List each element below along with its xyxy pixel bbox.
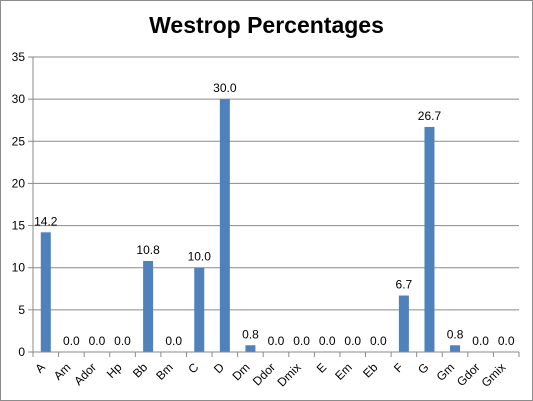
data-label: 0.0 (63, 334, 80, 348)
y-axis-tick-labels: 0 5 10 15 20 25 30 35 (12, 50, 33, 359)
data-label: 0.0 (472, 334, 489, 348)
y-tick-label: 5 (18, 303, 25, 317)
chart-title: Westrop Percentages (149, 12, 384, 38)
bar (450, 345, 461, 352)
bar (194, 267, 205, 352)
x-tick-label: Hp (104, 360, 125, 381)
data-label: 0.0 (89, 334, 106, 348)
data-label: 6.7 (396, 278, 413, 292)
x-tick-label: Gm (434, 360, 458, 384)
x-tick-label: G (415, 360, 432, 377)
x-tick-label: Ddor (250, 360, 278, 388)
x-tick-label: Am (51, 360, 74, 383)
data-label: 0.0 (293, 334, 310, 348)
y-tick-label: 15 (12, 219, 26, 233)
data-label: 0.0 (268, 334, 285, 348)
data-label: 0.0 (498, 334, 515, 348)
x-tick-label: F (391, 360, 406, 375)
bar (398, 295, 409, 352)
x-tick-label: C (185, 360, 201, 376)
data-label: 10.0 (188, 250, 212, 264)
data-label: 0.0 (344, 334, 361, 348)
x-tick-label: Ador (71, 360, 99, 388)
gridlines (33, 56, 519, 311)
bar (219, 99, 230, 353)
x-tick-label: Dmix (274, 360, 303, 389)
bar (143, 260, 154, 352)
bar (245, 345, 256, 352)
x-tick-label: Bb (130, 360, 151, 381)
x-tick-label: Gmix (479, 360, 509, 390)
data-label: 30.0 (213, 81, 237, 95)
data-label: 0.0 (165, 334, 182, 348)
axes (32, 57, 519, 353)
data-label: 14.2 (34, 214, 58, 228)
y-tick-label: 35 (12, 50, 26, 64)
y-tick-label: 0 (18, 345, 25, 359)
data-label: 26.7 (418, 109, 442, 123)
bar (424, 126, 435, 352)
y-tick-label: 30 (12, 92, 26, 106)
data-label: 0.0 (370, 334, 387, 348)
y-tick-label: 25 (12, 134, 26, 148)
x-tick-label: Dm (229, 360, 252, 383)
x-tick-label: Em (332, 360, 355, 383)
y-tick-label: 20 (12, 176, 26, 190)
y-tick-label: 10 (12, 261, 26, 275)
x-tick-label: Bm (153, 360, 176, 383)
data-labels: 14.2 0.0 0.0 0.0 10.8 0.0 10.0 30.0 0.8 0.0 0.0 0.0… (34, 81, 515, 348)
x-tick-label: E (314, 360, 330, 376)
data-label: 10.8 (136, 243, 160, 257)
bar (40, 232, 51, 352)
x-tick-label: Gdor (454, 360, 483, 389)
x-tick-label: D (211, 360, 227, 376)
data-label: 0.0 (114, 334, 131, 348)
data-label: 0.8 (242, 327, 259, 341)
data-label: 0.8 (447, 327, 464, 341)
bars (40, 99, 461, 353)
x-tick-label: Eb (360, 360, 381, 381)
data-label: 0.0 (319, 334, 336, 348)
x-tick-label: A (32, 360, 48, 376)
